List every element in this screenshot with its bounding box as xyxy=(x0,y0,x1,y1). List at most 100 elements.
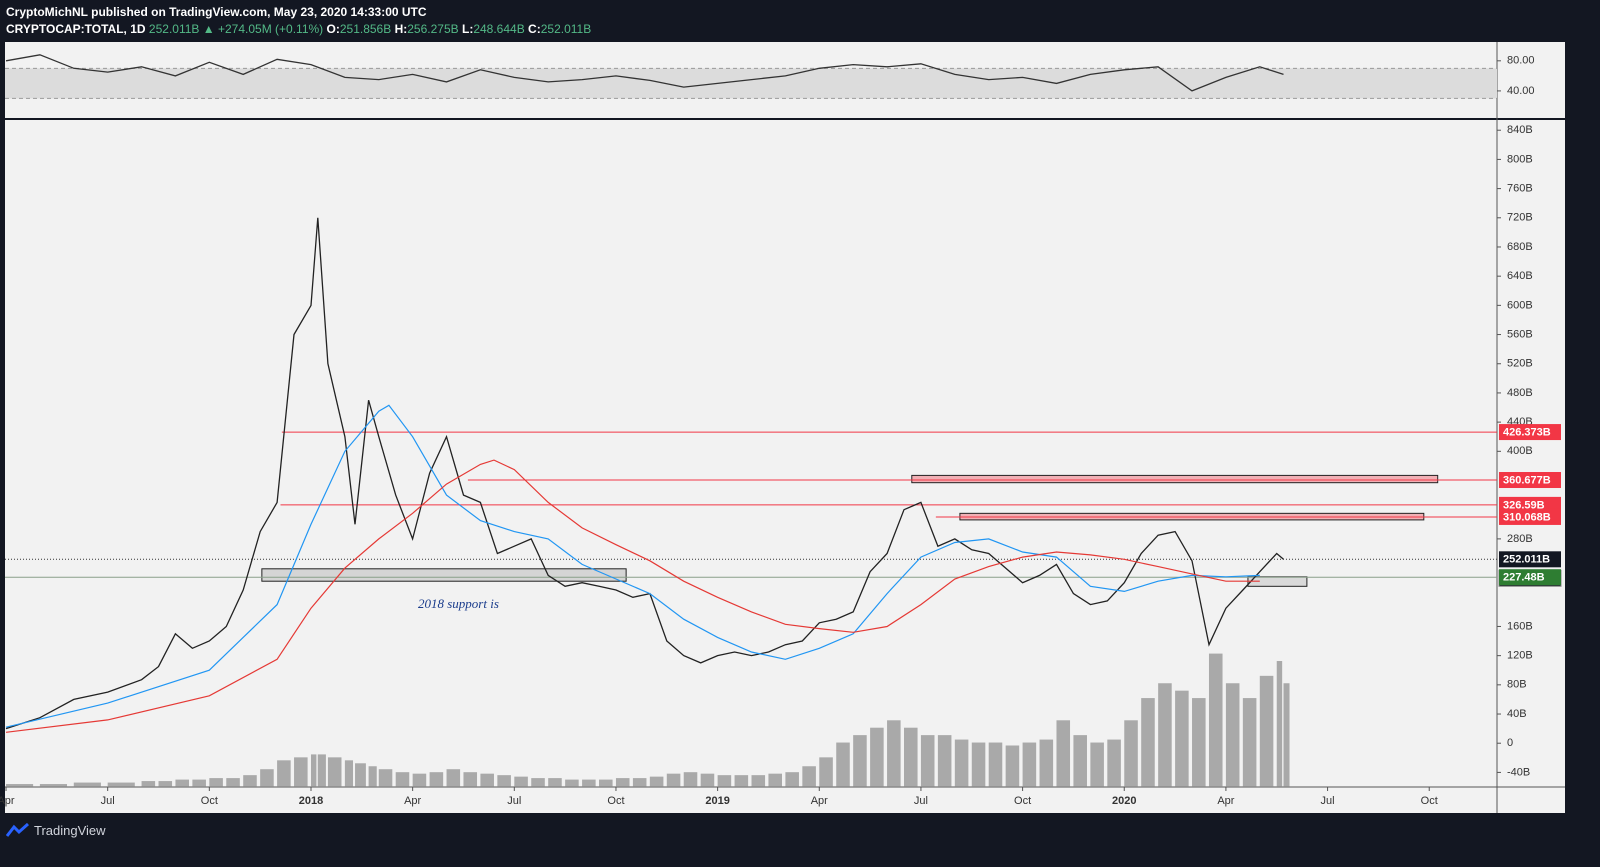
volume-bar xyxy=(175,779,190,787)
x-tick-label: Oct xyxy=(1421,795,1438,807)
volume-bar xyxy=(683,772,698,787)
volume-bar xyxy=(260,769,274,787)
annotation: 2018 support is xyxy=(418,596,499,611)
volume-bar xyxy=(615,778,630,787)
x-tick-label: 2020 xyxy=(1112,795,1136,807)
volume-bar xyxy=(870,727,884,787)
x-tick-label: Apr xyxy=(0,795,15,807)
volume-bar xyxy=(1158,683,1172,787)
volume-bar xyxy=(73,782,101,787)
y-tick-label: 520B xyxy=(1507,358,1533,370)
series-line xyxy=(5,217,1284,730)
y-tick-label: 0 xyxy=(1507,737,1513,749)
y-tick-label: -40B xyxy=(1507,766,1530,778)
volume-bar xyxy=(1005,745,1020,787)
volume-bar xyxy=(903,727,918,787)
l-label: L: xyxy=(461,22,474,36)
price-pane xyxy=(5,120,1565,813)
volume-bar xyxy=(463,772,478,787)
level-label: 326.59B xyxy=(1503,499,1545,511)
volume-bar xyxy=(954,739,969,787)
volume-bar xyxy=(1073,735,1087,787)
level-box xyxy=(1499,496,1561,513)
support-box xyxy=(1499,569,1561,586)
zone xyxy=(911,474,1439,484)
volume-bar xyxy=(700,773,715,787)
volume-bar xyxy=(649,776,664,787)
level-label: 426.373B xyxy=(1503,426,1551,438)
last-price-label: 252.011B xyxy=(1503,554,1550,566)
volume-bar xyxy=(632,778,647,787)
volume-bar xyxy=(368,766,377,787)
volume-bar xyxy=(1283,683,1290,787)
volume-bar xyxy=(310,754,317,787)
volume-bar xyxy=(548,778,562,787)
rsi-band xyxy=(5,68,1497,99)
volume-bar xyxy=(497,775,511,787)
volume-bar xyxy=(395,772,410,787)
y-tick-label: 640B xyxy=(1507,270,1533,282)
y-tick-label: 160B xyxy=(1507,620,1533,632)
level-label: 310.068B xyxy=(1503,511,1551,523)
volume-bar xyxy=(1276,661,1283,787)
volume-bar xyxy=(1039,739,1054,787)
volume-bar xyxy=(920,735,935,787)
x-tick-label: 2019 xyxy=(705,795,729,807)
y-tick-label: 80B xyxy=(1507,679,1527,691)
volume-bar xyxy=(1141,698,1155,787)
high: 256.275B xyxy=(407,22,459,36)
volume-bar xyxy=(599,779,613,787)
level-box xyxy=(1499,424,1561,441)
series-line xyxy=(5,459,1260,733)
header: CryptoMichNL published on TradingView.co… xyxy=(6,4,591,38)
footer: TradingView xyxy=(6,822,106,838)
y-tick-label: 680B xyxy=(1507,241,1533,253)
volume-bar xyxy=(531,778,545,787)
volume-bar xyxy=(565,779,579,787)
level-box xyxy=(1499,508,1561,525)
x-tick-label: Jul xyxy=(914,795,928,807)
x-tick-label: Apr xyxy=(811,795,828,807)
x-tick-label: Jul xyxy=(1321,795,1335,807)
volume-bar xyxy=(209,778,223,787)
volume-bar xyxy=(1022,742,1037,787)
volume-bar xyxy=(887,720,901,787)
last: 252.011B xyxy=(148,22,200,36)
volume-bar xyxy=(277,760,291,787)
y-tick-label: 760B xyxy=(1507,183,1533,195)
volume-bar xyxy=(480,773,494,787)
volume-bar xyxy=(1259,675,1274,787)
x-tick-label: Jul xyxy=(101,795,115,807)
volume-bar xyxy=(802,766,816,787)
change: ▲ +274.05M (+0.11%) xyxy=(202,22,324,36)
level-label: 360.677B xyxy=(1503,474,1551,486)
volume-bar xyxy=(6,784,34,787)
volume-bar xyxy=(107,782,135,787)
publisher: CryptoMichNL published on TradingView.co… xyxy=(6,5,427,19)
volume-bar xyxy=(1192,698,1206,787)
x-tick-label: Jul xyxy=(507,795,521,807)
x-tick-label: Oct xyxy=(607,795,624,807)
logo xyxy=(6,822,29,837)
volume-bar xyxy=(158,781,173,787)
volume-bar xyxy=(1175,690,1189,787)
volume-bar xyxy=(429,772,444,787)
quote-line: CRYPTOCAP:TOTAL, 1D 252.011B ▲ +274.05M … xyxy=(6,21,591,38)
volume-bar xyxy=(971,742,986,787)
brand: TradingView xyxy=(34,822,106,838)
zone xyxy=(261,568,627,582)
volume-bar xyxy=(582,779,596,787)
volume-bar xyxy=(141,781,156,787)
x-tick-label: Apr xyxy=(404,795,421,807)
volume-bar xyxy=(1242,698,1257,787)
volume-bar xyxy=(751,775,766,787)
volume-bar xyxy=(327,757,342,787)
open: 251.856B xyxy=(339,22,392,36)
symbol: CRYPTOCAP:TOTAL, 1D xyxy=(6,22,146,36)
volume-bar xyxy=(1124,720,1138,787)
volume-bar xyxy=(819,757,833,787)
y-tick-label: 480B xyxy=(1507,387,1533,399)
volume-bar xyxy=(853,735,867,787)
y-tick-label: 560B xyxy=(1507,328,1533,340)
volume-bar xyxy=(734,775,749,787)
